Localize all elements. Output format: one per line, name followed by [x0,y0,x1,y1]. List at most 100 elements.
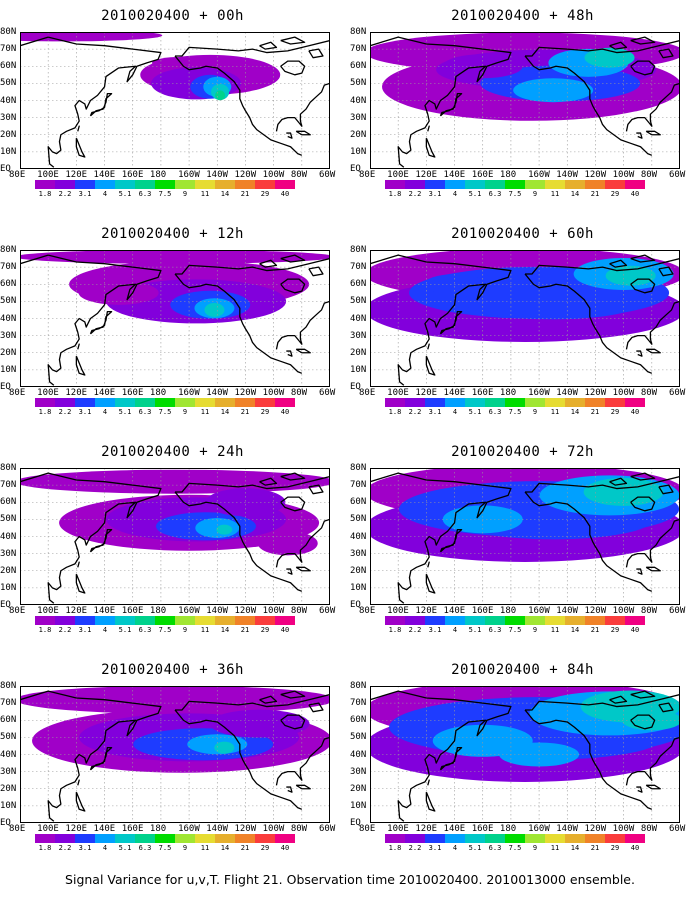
variance-contour [583,477,664,506]
lon-tick-label: 60W [669,388,686,398]
lat-tick-label: 50N [0,296,17,307]
coastline [370,472,512,604]
forecast-panel: 2010020400 + 60h 80N 70N 60N 50N 40N 30N 20N 10N… [350,226,695,446]
lat-tick-label: 80N [350,27,367,37]
colorbar-label: 2.2 [58,190,72,198]
colorbar-label: 3.1 [78,844,92,852]
colorbar-swatch [55,616,75,625]
variance-contour [216,524,233,535]
coastline [609,695,628,704]
lat-tick-label: 70N [350,262,367,273]
coastline [20,36,162,168]
colorbar-swatch [115,398,135,407]
coastline [645,130,661,136]
forecast-panel: 2010020400 + 48h 80N 70N 60N 50N 40N 30N 20N 10N… [350,8,695,228]
coastline [658,48,674,59]
colorbar-label: 21 [590,408,600,416]
coastline [524,491,653,592]
map-frame [370,686,680,823]
colorbar-label: 9 [182,408,188,416]
lon-tick-label: 60W [669,824,686,834]
variance-field [370,32,680,121]
variance-field [370,686,680,782]
lat-tick-label: 60N [0,497,17,508]
colorbar-swatch [525,834,545,843]
variance-field [370,250,680,342]
colorbar-label: 5.1 [468,626,482,634]
lat-tick-label: 10N [350,800,367,811]
lat-tick-label: 10N [350,146,367,157]
coastline [89,747,113,771]
colorbar-swatch [465,398,485,407]
lon-tick-label: 140W [206,606,228,616]
lon-tick-label: 140W [556,824,578,834]
lon-tick-label: 140E [93,388,116,398]
lat-tick-label: 20N [0,565,17,576]
coastline [630,36,656,45]
variance-contour [513,78,594,103]
coastline [295,348,311,354]
colorbar-label: 2.2 [408,190,422,198]
colorbar-label: 7.5 [158,190,172,198]
lat-tick-label: EQ [0,382,11,392]
colorbar-swatch [75,834,95,843]
lon-tick-label: 160W [178,824,200,834]
variance-contour [78,280,159,305]
colorbar-label: 7.5 [158,408,172,416]
colorbar-label: 5.1 [468,190,482,198]
coastline [175,257,330,275]
coastline [280,278,306,294]
colorbar-label: 2.2 [408,626,422,634]
lat-tick-label: 70N [350,698,367,709]
coastline [645,348,661,354]
colorbar-label: 6.3 [488,844,502,852]
lat-tick-label: 30N [350,766,367,777]
colorbar [35,180,295,189]
colorbar-label: 7.5 [158,844,172,852]
lat-tick-label: 40N [350,531,367,542]
colorbar-swatch [545,180,565,189]
colorbar-label: 1.8 [388,844,402,852]
variance-contour [209,709,310,738]
colorbar-swatch [625,834,645,843]
colorbar-swatch [385,180,405,189]
colorbar-swatch [465,834,485,843]
colorbar-swatch [155,398,175,407]
lat-tick-label: 30N [0,112,17,123]
variance-contour [605,265,656,286]
colorbar-swatch [95,616,115,625]
colorbar-label: 3.1 [428,626,442,634]
colorbar-swatch [425,180,445,189]
colorbar-swatch [75,180,95,189]
colorbar-swatch [135,834,155,843]
lat-tick-label: 10N [0,800,17,811]
lat-tick-label: 20N [0,783,17,794]
figure-caption: Signal Variance for u,v,T. Flight 21. Ob… [65,872,635,887]
lon-tick-label: 80E [9,606,26,616]
panel-title: 2010020400 + 84h [451,662,594,678]
coastline [439,747,463,771]
coastline [308,702,324,713]
lon-tick-label: 100E [37,824,59,834]
coastline [259,695,278,704]
coastline [425,137,436,158]
colorbar-swatch [195,180,215,189]
forecast-panel: 2010020400 + 00h 80N 70N 60N 50N 40N 30N 20N 10N… [0,8,345,228]
lat-tick-label: 60N [350,715,367,726]
lat-tick-label: 30N [350,548,367,559]
map-frame [20,32,330,169]
lon-tick-label: 120W [584,388,607,398]
forecast-panel: 2010020400 + 24h 80N 70N 60N 50N 40N 30N 20N 10N… [0,444,345,664]
colorbar-label: 5.1 [468,844,482,852]
coastline [280,60,306,76]
colorbar-swatch [505,180,525,189]
colorbar-label: 29 [610,626,620,634]
colorbar-label: 4 [452,844,458,852]
lon-tick-label: 80E [359,824,376,834]
colorbar-swatch [405,180,425,189]
coastline [524,55,653,156]
lat-tick-label: 40N [0,531,17,542]
colorbar-label: 40 [630,844,640,852]
colorbar-label: 1.8 [388,190,402,198]
lat-tick-label: 50N [350,732,367,743]
